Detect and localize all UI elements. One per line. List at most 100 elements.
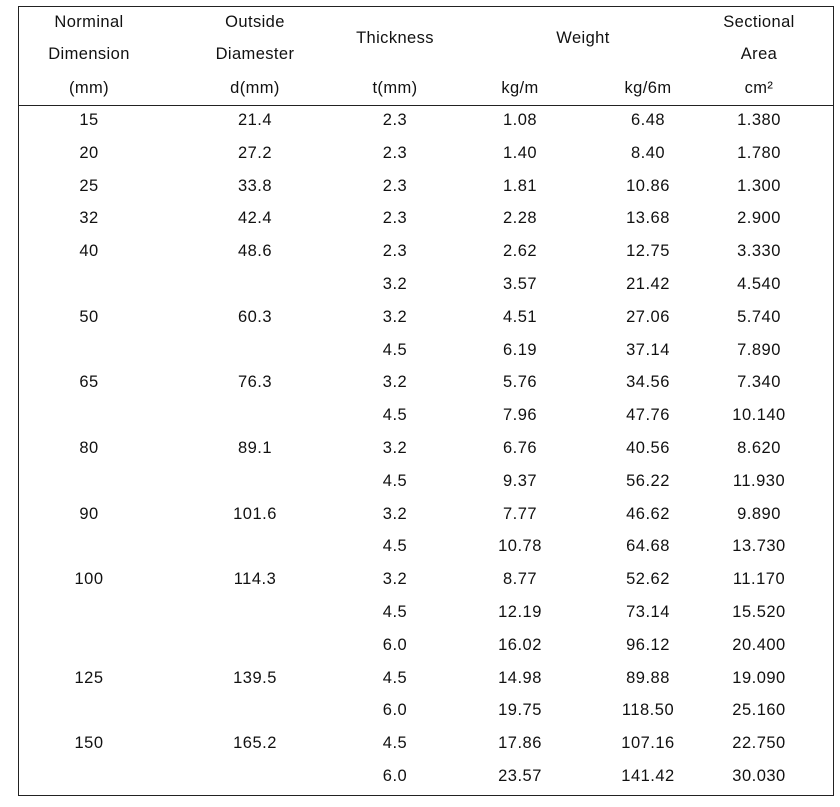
cell-kg6m: 34.56: [626, 373, 670, 392]
cell-kgm: 5.76: [502, 373, 538, 392]
cell-nominal: 25: [79, 176, 99, 195]
cell-kg6m: 46.62: [626, 504, 670, 523]
header-nominal-unit: (mm): [68, 79, 110, 97]
cell-nominal: 100: [74, 570, 104, 589]
cell-od: 42.4: [237, 209, 273, 228]
cell-t: 6.0: [382, 767, 408, 785]
header-nominal-line1: Norminal: [54, 13, 124, 31]
header-nominal-line2: Dimension: [48, 45, 130, 63]
cell-t: 2.3: [382, 242, 408, 261]
cell-area: 30.030: [732, 767, 786, 785]
header-thickness: Thickness: [356, 29, 434, 47]
cell-kgm: 4.51: [502, 307, 538, 326]
cell-od: 114.3: [233, 570, 277, 589]
cell-kgm: 9.37: [502, 471, 538, 490]
cell-t: 3.2: [382, 307, 408, 326]
cell-area: 13.730: [732, 537, 786, 556]
cell-area: 20.400: [732, 635, 786, 654]
cell-kgm: 7.96: [502, 406, 538, 425]
cell-kg6m: 141.42: [621, 767, 675, 785]
cell-area: 1.780: [737, 143, 781, 162]
cell-area: 10.140: [732, 406, 786, 425]
cell-kg6m: 40.56: [626, 439, 670, 457]
cell-od: 76.3: [237, 373, 273, 392]
cell-kg6m: 12.75: [626, 242, 670, 261]
cell-kgm: 16.02: [498, 635, 542, 654]
cell-kg6m: 10.86: [626, 176, 670, 195]
cell-od: 165.2: [233, 734, 277, 753]
cell-kgm: 7.77: [502, 504, 538, 523]
cell-area: 8.620: [737, 439, 781, 457]
cell-od: 21.4: [237, 111, 273, 129]
cell-t: 2.3: [382, 111, 408, 129]
cell-kg6m: 21.42: [626, 275, 670, 293]
cell-t: 6.0: [382, 635, 408, 654]
cell-area: 15.520: [732, 603, 786, 621]
cell-kgm: 6.19: [502, 340, 538, 359]
header-weight: Weight: [556, 29, 610, 47]
cell-nominal: 150: [74, 734, 104, 753]
cell-t: 3.2: [382, 570, 408, 589]
cell-area: 11.170: [732, 570, 786, 589]
cell-area: 19.090: [732, 668, 786, 687]
cell-kg6m: 73.14: [626, 603, 670, 621]
header-area-unit: cm²: [744, 79, 774, 97]
cell-kg6m: 96.12: [626, 635, 670, 654]
cell-kg6m: 13.68: [626, 209, 670, 228]
cell-area: 1.300: [737, 176, 781, 195]
cell-t: 3.2: [382, 439, 408, 457]
cell-area: 25.160: [732, 701, 786, 720]
cell-area: 9.890: [737, 504, 781, 523]
cell-kgm: 14.98: [498, 668, 542, 687]
cell-kgm: 1.08: [502, 111, 538, 129]
cell-kgm: 12.19: [498, 603, 542, 621]
cell-area: 7.890: [737, 340, 781, 359]
cell-area: 2.900: [737, 209, 781, 228]
cell-area: 22.750: [732, 734, 786, 753]
cell-kg6m: 8.40: [630, 143, 666, 162]
cell-od: 139.5: [233, 668, 277, 687]
cell-t: 4.5: [382, 734, 408, 753]
cell-t: 4.5: [382, 340, 408, 359]
cell-kgm: 2.28: [502, 209, 538, 228]
cell-od: 27.2: [237, 143, 273, 162]
cell-t: 2.3: [382, 209, 408, 228]
cell-kgm: 1.81: [502, 176, 538, 195]
cell-kg6m: 52.62: [626, 570, 670, 589]
cell-t: 3.2: [382, 373, 408, 392]
header-outside-line1: Outside: [225, 13, 285, 31]
header-outside-unit: d(mm): [230, 79, 280, 97]
cell-area: 4.540: [737, 275, 781, 293]
cell-nominal: 32: [79, 209, 99, 228]
header-thickness-unit: t(mm): [372, 79, 418, 97]
cell-nominal: 90: [79, 504, 99, 523]
cell-area: 3.330: [737, 242, 781, 261]
cell-nominal: 65: [79, 373, 99, 392]
cell-od: 89.1: [237, 439, 273, 457]
header-weight-kgm: kg/m: [501, 79, 539, 97]
cell-kg6m: 64.68: [626, 537, 670, 556]
cell-kgm: 2.62: [502, 242, 538, 261]
header-area-line1: Sectional: [723, 13, 795, 31]
cell-kg6m: 37.14: [626, 340, 670, 359]
cell-t: 6.0: [382, 701, 408, 720]
cell-kg6m: 89.88: [626, 668, 670, 687]
cell-nominal: 20: [79, 143, 99, 162]
cell-t: 3.2: [382, 275, 408, 293]
cell-od: 33.8: [237, 176, 273, 195]
header-area-line2: Area: [740, 45, 778, 63]
cell-kgm: 10.78: [498, 537, 542, 556]
cell-od: 48.6: [237, 242, 273, 261]
cell-kg6m: 118.50: [621, 701, 675, 720]
cell-t: 2.3: [382, 143, 408, 162]
header-outside-line2: Diamester: [215, 45, 295, 63]
cell-nominal: 80: [79, 439, 99, 457]
cell-od: 60.3: [237, 307, 273, 326]
cell-kg6m: 27.06: [626, 307, 670, 326]
cell-kgm: 19.75: [498, 701, 542, 720]
cell-kgm: 23.57: [498, 767, 542, 785]
pipe-spec-table: Norminal Dimension (mm) Outside Diameste…: [18, 6, 834, 796]
cell-kgm: 8.77: [502, 570, 538, 589]
cell-area: 11.930: [732, 471, 786, 490]
cell-area: 1.380: [737, 111, 781, 129]
